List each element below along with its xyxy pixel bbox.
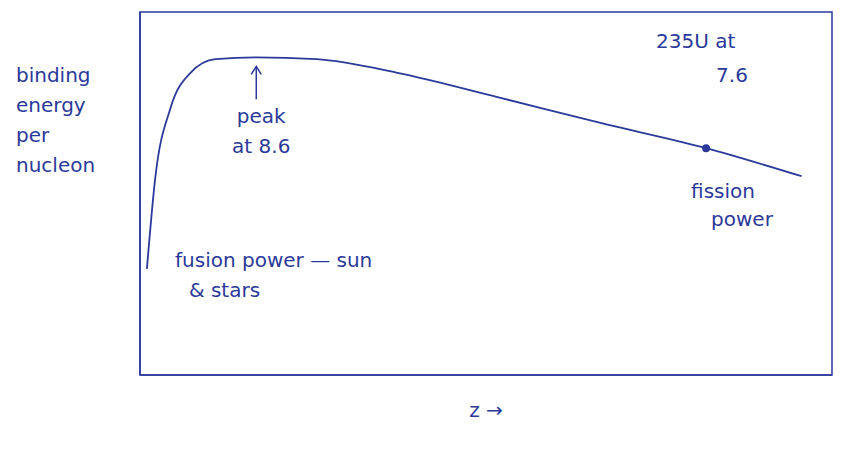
svg-text:235U at7.6: 235U at7.6 [656, 29, 748, 87]
svg-text:bindingenergypernucleon: bindingenergypernucleon [16, 63, 95, 177]
svg-text:peakat 8.6: peakat 8.6 [232, 104, 290, 158]
html-text:& stars: & stars [189, 278, 261, 302]
svg-text:z →: z → [469, 398, 503, 422]
svg-text:fissionpower: fissionpower [691, 179, 774, 231]
html-text:fusion power — sun: fusion power — sun [175, 248, 373, 272]
